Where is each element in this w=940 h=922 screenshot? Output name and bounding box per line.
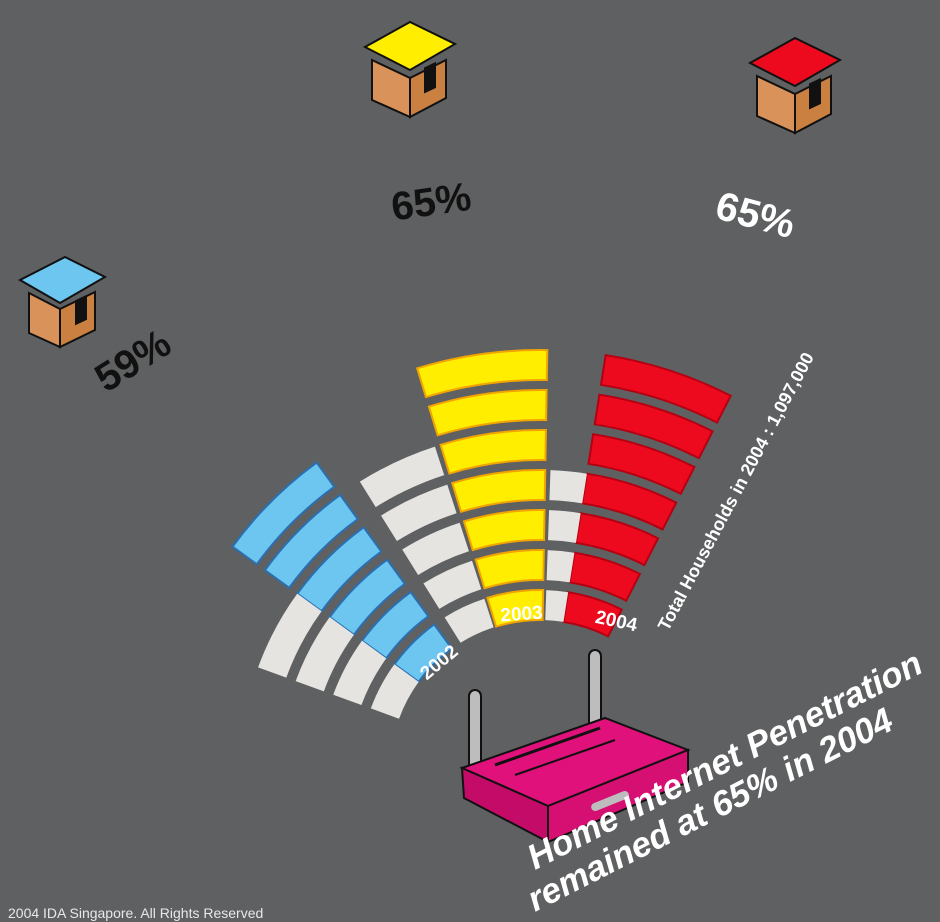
empty-segment [547, 550, 575, 582]
year-label-2003: 2003 [500, 603, 544, 627]
empty-segment [549, 470, 587, 503]
copyright-notice: 2004 IDA Singapore. All Rights Reserved [8, 905, 263, 921]
empty-segment [548, 510, 581, 543]
